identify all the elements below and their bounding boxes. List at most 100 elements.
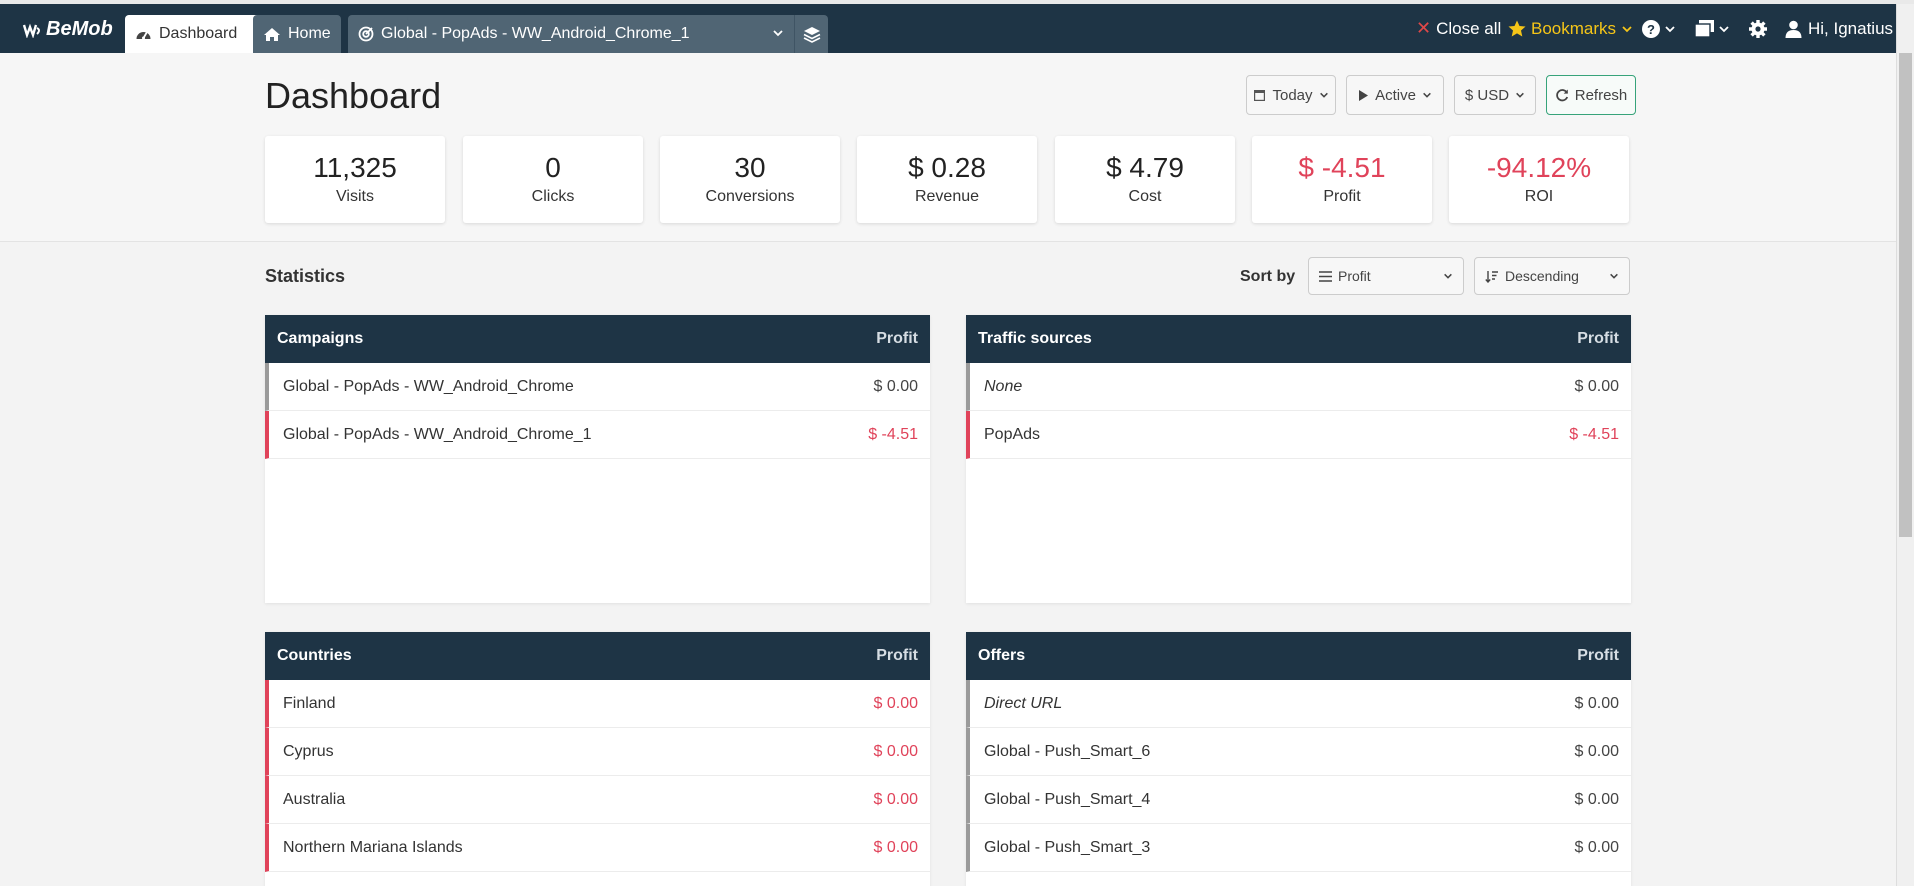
currency-dropdown[interactable]: $ USD (1454, 75, 1536, 115)
chevron-down-icon (1515, 90, 1525, 100)
currency-label: $ USD (1464, 86, 1510, 104)
metric-label: Clicks (531, 188, 575, 205)
item-name: Global - Push_Smart_4 (984, 790, 1151, 808)
metric-card-clicks: 0 Clicks (463, 136, 643, 223)
window-top-edge (0, 0, 1914, 4)
metric-label: Conversions (705, 188, 795, 205)
list-item[interactable]: Direct URL $ 0.00 (966, 680, 1631, 728)
chevron-down-icon[interactable] (772, 26, 784, 40)
bookmarks-dropdown[interactable]: Bookmarks (1508, 4, 1633, 53)
star-icon (1508, 20, 1526, 37)
item-value: $ 0.00 (873, 742, 918, 760)
tab-dashboard[interactable]: Dashboard (125, 15, 277, 53)
panel-title[interactable]: Campaigns (277, 330, 364, 347)
chevron-down-icon (1319, 90, 1329, 100)
chevron-down-icon (1422, 90, 1432, 100)
tab-dashboard-label: Dashboard (159, 25, 238, 42)
settings-button[interactable] (1748, 4, 1768, 53)
item-value: $ 0.00 (1574, 790, 1619, 808)
metric-value: 0 (545, 152, 561, 183)
item-name: Australia (283, 790, 346, 808)
list-item[interactable]: None $ 0.00 (966, 363, 1631, 411)
tab-home[interactable]: Home (253, 15, 341, 53)
metric-label: Revenue (914, 188, 980, 205)
date-range-dropdown[interactable]: Today (1246, 75, 1336, 115)
sort-field-select[interactable]: Profit (1308, 257, 1464, 295)
list-item[interactable]: Finland $ 0.00 (265, 680, 930, 728)
page-scrollbar[interactable] (1896, 4, 1914, 886)
list-item[interactable]: Cyprus $ 0.00 (265, 728, 930, 776)
list-item[interactable]: Global - PopAds - WW_Android_Chrome_1 $ … (265, 411, 930, 459)
list-item[interactable]: Global - Push_Smart_6 $ 0.00 (966, 728, 1631, 776)
metric-label: ROI (1524, 188, 1554, 205)
tab-campaign-label: Global - PopAds - WW_Android_Chrome_1 (381, 25, 690, 42)
scrollbar-thumb[interactable] (1899, 53, 1912, 537)
panel-header: Traffic sources Profit (966, 315, 1631, 363)
list-item[interactable]: Global - Push_Smart_3 $ 0.00 (966, 824, 1631, 872)
metric-value: $ -4.51 (1298, 152, 1386, 183)
status-filter-dropdown[interactable]: Active (1346, 75, 1444, 115)
metric-card-profit: $ -4.51 Profit (1252, 136, 1432, 223)
sort-order-value: Descending (1505, 268, 1579, 284)
bemob-logo[interactable]: BeMob (22, 18, 113, 41)
list-item[interactable]: Global - Push_Smart_4 $ 0.00 (966, 776, 1631, 824)
date-range-label: Today (1272, 86, 1313, 104)
campaigns-panel: Campaigns Profit Global - PopAds - WW_An… (265, 315, 930, 603)
list-item[interactable]: Australia $ 0.00 (265, 776, 930, 824)
item-value: $ 0.00 (1574, 742, 1619, 760)
item-value: $ 0.00 (873, 790, 918, 808)
list-item[interactable]: PopAds $ -4.51 (966, 411, 1631, 459)
play-icon (1358, 89, 1369, 102)
item-value: $ 0.00 (873, 377, 918, 395)
user-greeting: Hi, Ignatius (1808, 18, 1894, 38)
status-filter-label: Active (1375, 86, 1416, 104)
item-value: $ 0.00 (1574, 694, 1619, 712)
metric-value: $ 0.28 (908, 152, 986, 183)
item-value: $ -4.51 (1569, 425, 1619, 443)
chevron-down-icon (1718, 23, 1730, 35)
refresh-label: Refresh (1574, 86, 1628, 104)
calendar-icon (1253, 88, 1266, 102)
sort-order-select[interactable]: Descending (1474, 257, 1630, 295)
item-name: Global - Push_Smart_3 (984, 838, 1151, 856)
metric-card-conversions: 30 Conversions (660, 136, 840, 223)
item-name: None (984, 377, 1023, 395)
item-name: Finland (283, 694, 336, 712)
reports-dropdown[interactable] (1694, 4, 1730, 53)
metric-label: Visits (336, 188, 374, 205)
chevron-down-icon (1443, 271, 1453, 281)
refresh-icon (1555, 88, 1569, 102)
offers-panel: Offers Profit Direct URL $ 0.00 Global -… (966, 632, 1631, 886)
panel-title[interactable]: Offers (978, 647, 1026, 664)
list-item[interactable]: Global - PopAds - WW_Android_Chrome $ 0.… (265, 363, 930, 411)
item-name: Global - PopAds - WW_Android_Chrome (283, 377, 574, 395)
page-title: Dashboard (265, 75, 442, 116)
item-name: PopAds (984, 425, 1041, 443)
layers-button[interactable] (794, 15, 828, 53)
refresh-button[interactable]: Refresh (1546, 75, 1636, 115)
gear-icon (1748, 19, 1768, 39)
traffic-sources-panel: Traffic sources Profit None $ 0.00 PopAd… (966, 315, 1631, 603)
top-navigation-bar: BeMob Dashboard Home Global - PopAds - W… (0, 4, 1896, 53)
user-menu[interactable]: Hi, Ignatius (1785, 4, 1893, 53)
list-item[interactable]: Northern Mariana Islands $ 0.00 (265, 824, 930, 872)
logo-text: BeMob (46, 18, 113, 40)
countries-panel: Countries Profit Finland $ 0.00 Cyprus $… (265, 632, 930, 886)
bookmarks-label: Bookmarks (1531, 18, 1617, 38)
panel-column-header: Profit (876, 330, 918, 347)
item-value: $ 0.00 (1574, 838, 1619, 856)
copy-icon (1694, 19, 1715, 38)
item-name: Northern Mariana Islands (283, 838, 463, 856)
metric-card-visits: 11,325 Visits (265, 136, 445, 223)
panel-title[interactable]: Traffic sources (978, 330, 1092, 347)
panel-column-header: Profit (1577, 330, 1619, 347)
item-value: $ 0.00 (873, 694, 918, 712)
layers-icon (803, 26, 820, 43)
tab-campaign[interactable]: Global - PopAds - WW_Android_Chrome_1 (348, 15, 828, 53)
statistics-title: Statistics (265, 266, 346, 286)
list-icon (1319, 270, 1332, 282)
close-all-button[interactable]: ✕ Close all (1416, 4, 1501, 53)
help-dropdown[interactable]: ? (1641, 4, 1676, 53)
panel-title[interactable]: Countries (277, 647, 352, 664)
panel-header: Offers Profit (966, 632, 1631, 680)
